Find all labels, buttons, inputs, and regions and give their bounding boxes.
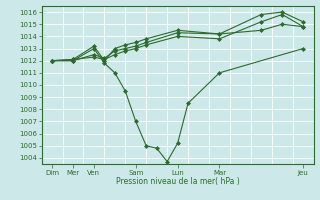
X-axis label: Pression niveau de la mer( hPa ): Pression niveau de la mer( hPa ) xyxy=(116,177,239,186)
